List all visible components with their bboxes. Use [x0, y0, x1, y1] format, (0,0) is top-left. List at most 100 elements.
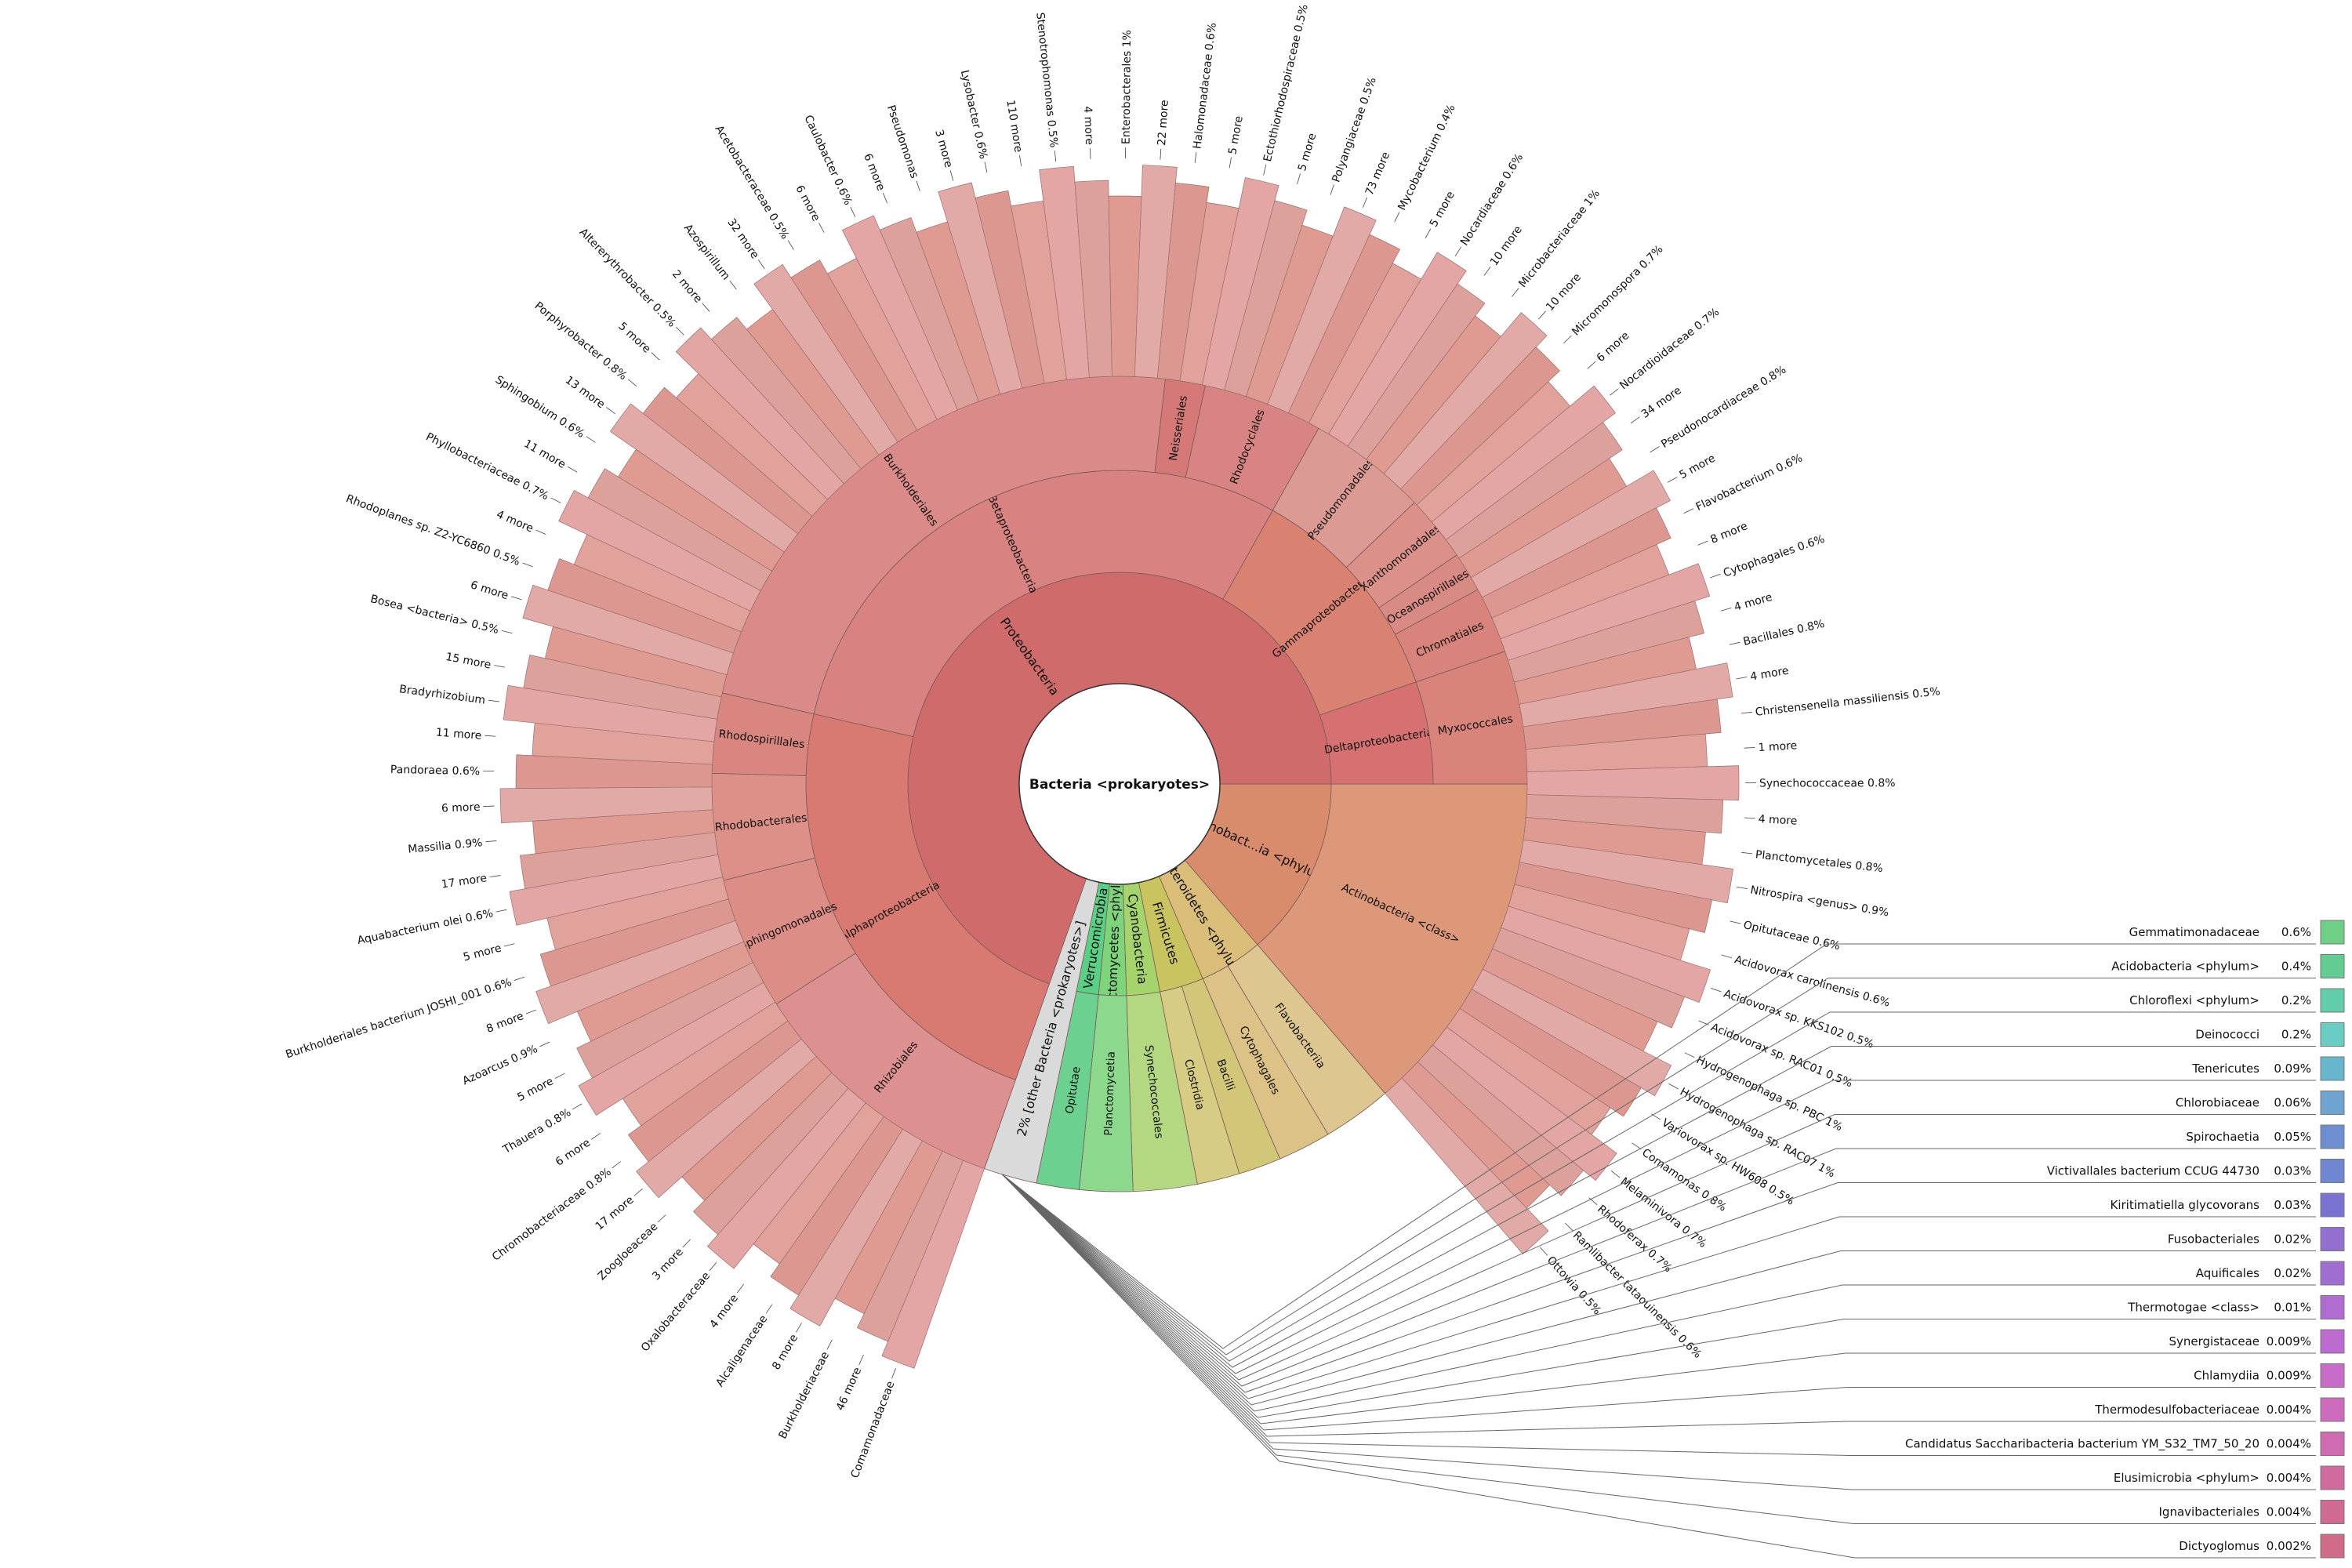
leader-line: [1683, 508, 1694, 514]
legend-swatch: [2320, 1227, 2345, 1251]
legend-name: Gemmatimonadaceae: [2129, 925, 2259, 939]
leader-line: [488, 699, 499, 702]
legend-leader: [1002, 1174, 2316, 1559]
leader-line: [1630, 416, 1640, 424]
leaf-label: Nocardioidaceae 0.7%: [1617, 306, 1722, 392]
legend-swatch: [2320, 1159, 2345, 1183]
legend-swatch: [2320, 1091, 2345, 1115]
legend-swatch: [2320, 1363, 2345, 1388]
legend-swatch: [2320, 1397, 2345, 1422]
leaf-label: Planctomycetales 0.8%: [1755, 848, 1883, 875]
leader-line: [850, 206, 856, 217]
leader-line: [657, 1214, 666, 1223]
leader-line: [1089, 147, 1091, 159]
leaf-label: Synechococcaceae 0.8%: [1759, 777, 1896, 789]
legend-name: Chloroflexi <phylum>: [2129, 993, 2259, 1007]
leader-line: [1710, 573, 1721, 579]
legend-leader: [1002, 1148, 2316, 1387]
leaf-label: Nitrospira <genus> 0.9%: [1749, 884, 1889, 919]
leader-line: [709, 1262, 717, 1272]
leaf-label: Ottowia 0.5%: [1544, 1254, 1603, 1318]
leader-line: [1019, 155, 1022, 166]
leader-line: [796, 1323, 802, 1333]
legend-swatch: [2320, 1295, 2345, 1319]
leader-line: [765, 1304, 773, 1314]
leaf-label: Aquabacterium olei 0.6%: [356, 907, 494, 947]
leader-line: [567, 466, 578, 473]
leaf-label: Azospirillum: [681, 222, 732, 282]
legend-pct: 0.09%: [2274, 1062, 2311, 1076]
leaf-label: Lysobacter 0.6%: [958, 69, 989, 160]
leader-line: [1610, 388, 1619, 396]
more-label: 5 more: [515, 1075, 555, 1104]
more-label: 17 more: [593, 1194, 637, 1233]
legend-swatch: [2320, 954, 2345, 978]
legend-swatch: [2320, 1192, 2345, 1218]
leaf-label: Microbacteriaceae 1%: [1516, 187, 1602, 290]
legend-pct: 0.01%: [2274, 1301, 2311, 1315]
leader-line: [1537, 310, 1546, 320]
more-label: 5 more: [1678, 452, 1718, 482]
leader-line: [485, 735, 496, 737]
legend-pct: 0.6%: [2281, 925, 2311, 939]
legend-name: Kiritimatiella glycovorans: [2111, 1198, 2260, 1212]
leader-line: [1737, 886, 1748, 890]
leader-line: [510, 596, 522, 601]
center-hole[interactable]: [1018, 683, 1221, 885]
more-label: 6 more: [554, 1137, 593, 1169]
more-label: 5 more: [1428, 189, 1457, 229]
leader-line: [1697, 540, 1708, 546]
leader-line: [525, 1009, 536, 1014]
leader-line: [949, 170, 954, 181]
leaf-label: Acetobacteraceae 0.5%: [713, 123, 792, 241]
leader-line: [1512, 288, 1519, 297]
more-label: 6 more: [861, 152, 887, 193]
legend-pct: 0.06%: [2274, 1096, 2311, 1110]
legend-leader: [1002, 1174, 2316, 1431]
more-label: 10 more: [1488, 223, 1525, 268]
leader-line: [818, 223, 825, 233]
legend-name: Fusobacteriales: [2168, 1232, 2259, 1247]
other-taxa-legend: 0.6% Gemmatimonadaceae 0.4% Acidobacteria <…: [1002, 920, 2345, 1559]
leader-line: [984, 162, 988, 173]
leaf-label: Hydrogenophaga sp. RAC07 1%: [1678, 1086, 1837, 1181]
leader-line: [787, 240, 794, 250]
legend-name: Elusimicrobia <phylum>: [2114, 1471, 2259, 1485]
legend-pct: 0.2%: [2281, 993, 2311, 1007]
leader-line: [612, 1161, 621, 1169]
leader-line: [1740, 711, 1752, 714]
legend-leader: [1002, 1011, 2316, 1362]
leaf-label: Micromonospora 0.7%: [1570, 243, 1665, 339]
leader-line: [522, 562, 533, 568]
leader-line: [1194, 151, 1197, 163]
more-label: 1 more: [1758, 739, 1797, 754]
leaf-label: Pseudonocardiaceae 0.8%: [1659, 364, 1788, 451]
leaf-label: Pandoraea 0.6%: [390, 764, 481, 778]
leaf-label: Chromobacteriaceae 0.8%: [490, 1166, 614, 1264]
more-label: 110 more: [1004, 99, 1024, 153]
legend-leader: [1002, 1174, 2316, 1399]
leader-line: [489, 875, 501, 877]
legend-pct: 0.03%: [2274, 1198, 2311, 1212]
leader-line: [1425, 228, 1432, 239]
more-label: 10 more: [1544, 271, 1584, 314]
leaf-label: Massilia 0.9%: [408, 837, 484, 856]
legend-leader: [1002, 1174, 2316, 1490]
legend-pct: 0.4%: [2281, 960, 2311, 974]
legend-name: Chlamydiia: [2194, 1369, 2259, 1383]
leaf-wedge[interactable]: [1385, 1077, 1549, 1255]
legend-name: Candidatus Saccharibacteria bacterium YM…: [1905, 1437, 2259, 1452]
legend-leader: [1002, 1080, 2316, 1374]
leader-line: [1650, 446, 1660, 453]
legend-pct: 0.004%: [2267, 1403, 2311, 1417]
leader-line: [1565, 1222, 1573, 1232]
more-label: 6 more: [793, 183, 822, 223]
legend-name: Thermotogae <class>: [2127, 1301, 2259, 1315]
leader-line: [514, 976, 525, 981]
leaf-wedge[interactable]: [1526, 765, 1740, 800]
legend-name: Aquificales: [2196, 1266, 2259, 1280]
more-label: 8 more: [1709, 520, 1750, 546]
leaf-label: Pseudomonas: [884, 103, 920, 180]
leader-line: [1721, 954, 1733, 959]
leader-line: [1454, 246, 1462, 256]
